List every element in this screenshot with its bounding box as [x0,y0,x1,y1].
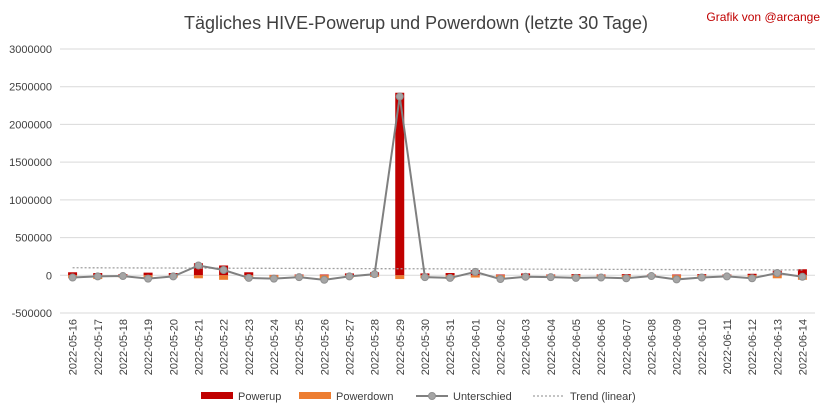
x-tick-label: 2022-05-19 [143,319,155,375]
y-tick-label: -500000 [12,308,52,320]
legend-label-3: Trend (linear) [570,391,636,403]
x-tick-label: 2022-05-26 [319,319,331,375]
difference-point [68,273,77,282]
powerup-bar [672,274,682,276]
difference-point [219,266,228,275]
difference-point [597,273,606,282]
powerup-bar [319,274,329,276]
trend-line [72,267,803,271]
legend-label-2: Unterschied [453,391,512,403]
difference-point [722,272,731,281]
difference-point [194,261,203,270]
x-tick-label: 2022-06-06 [596,319,608,375]
y-tick-label: 1500000 [9,157,52,169]
x-tick-label: 2022-05-20 [168,319,180,375]
x-tick-label: 2022-05-25 [294,319,306,375]
x-tick-label: 2022-05-18 [118,319,130,375]
difference-point [471,267,480,276]
x-tick-label: 2022-06-07 [621,319,633,375]
difference-point [446,273,455,282]
difference-point [647,272,656,281]
difference-point [269,274,278,283]
difference-point [496,275,505,284]
legend-swatch-1 [299,392,331,399]
powerup-bar [395,92,405,276]
powerdown-bar [395,275,405,280]
x-tick-label: 2022-06-14 [797,319,809,375]
x-tick-label: 2022-06-11 [722,319,734,374]
x-tick-label: 2022-05-16 [68,319,80,375]
y-tick-label: 2000000 [9,119,52,131]
powerup-bar [244,272,254,276]
difference-point [345,272,354,281]
x-tick-label: 2022-05-28 [370,319,382,375]
x-tick-label: 2022-05-22 [219,319,231,375]
powerup-bar [143,272,153,276]
powerdown-bar [193,275,203,279]
x-tick-label: 2022-06-09 [672,319,684,375]
difference-point [420,273,429,282]
x-tick-label: 2022-05-27 [344,319,356,375]
y-tick-label: 0 [46,270,52,282]
difference-point [521,272,530,281]
difference-point [118,272,127,281]
x-tick-label: 2022-06-01 [470,319,482,375]
x-tick-label: 2022-06-12 [747,319,759,375]
powerdown-bar [219,275,229,280]
x-tick-label: 2022-06-08 [646,319,658,375]
x-tick-label: 2022-05-24 [269,319,281,375]
powerup-bar [495,274,505,276]
x-tick-label: 2022-05-17 [93,319,105,375]
chart-credit: Grafik von @arcange [706,10,820,24]
difference-line [72,96,803,281]
powerdown-bar [470,275,480,278]
x-tick-label: 2022-05-23 [244,319,256,375]
legend-label-0: Powerup [238,391,281,403]
difference-point [697,273,706,282]
bars [68,92,807,280]
x-tick-label: 2022-06-05 [571,319,583,375]
difference-point [622,274,631,283]
legend-label-1: Powerdown [336,391,393,403]
difference-point [93,272,102,281]
legend-swatch-0 [201,392,233,399]
x-axis: 2022-05-16 2022-05-17 2022-05-18 2022-05-19… [68,319,810,375]
x-tick-label: 2022-06-04 [546,319,558,375]
y-axis: 3000000 2500000 2000000 1500000 1000000 50000… [9,44,52,320]
difference-point [395,92,404,101]
difference-point [773,269,782,278]
x-tick-label: 2022-06-13 [772,319,784,375]
difference-point [295,273,304,282]
x-tick-label: 2022-06-10 [697,319,709,375]
difference-point [798,272,807,281]
x-tick-label: 2022-05-21 [193,319,205,375]
difference-point [169,272,178,281]
x-tick-label: 2022-05-30 [420,319,432,375]
x-tick-label: 2022-05-29 [395,319,407,375]
y-tick-label: 3000000 [9,44,52,56]
powerup-bar [797,269,807,276]
x-tick-label: 2022-05-31 [445,319,457,375]
difference-point [244,273,253,282]
trend-line-group [72,267,803,271]
y-tick-label: 1000000 [9,195,52,207]
chart-title: Tägliches HIVE-Powerup und Powerdown (le… [184,13,648,33]
y-tick-label: 500000 [15,233,52,245]
legend: Powerup Powerdown Unterschied Trend (linear… [201,391,636,403]
difference-point [546,273,555,282]
y-tick-label: 2500000 [9,82,52,94]
difference-point [144,274,153,283]
difference-line-group [68,92,807,284]
x-tick-label: 2022-06-02 [495,319,507,375]
difference-point [672,275,681,284]
x-tick-label: 2022-06-03 [521,319,533,375]
difference-point [320,275,329,284]
legend-marker-2 [428,392,436,400]
difference-point [571,273,580,282]
difference-point [370,270,379,279]
gridlines [60,48,815,314]
difference-point [748,274,757,283]
